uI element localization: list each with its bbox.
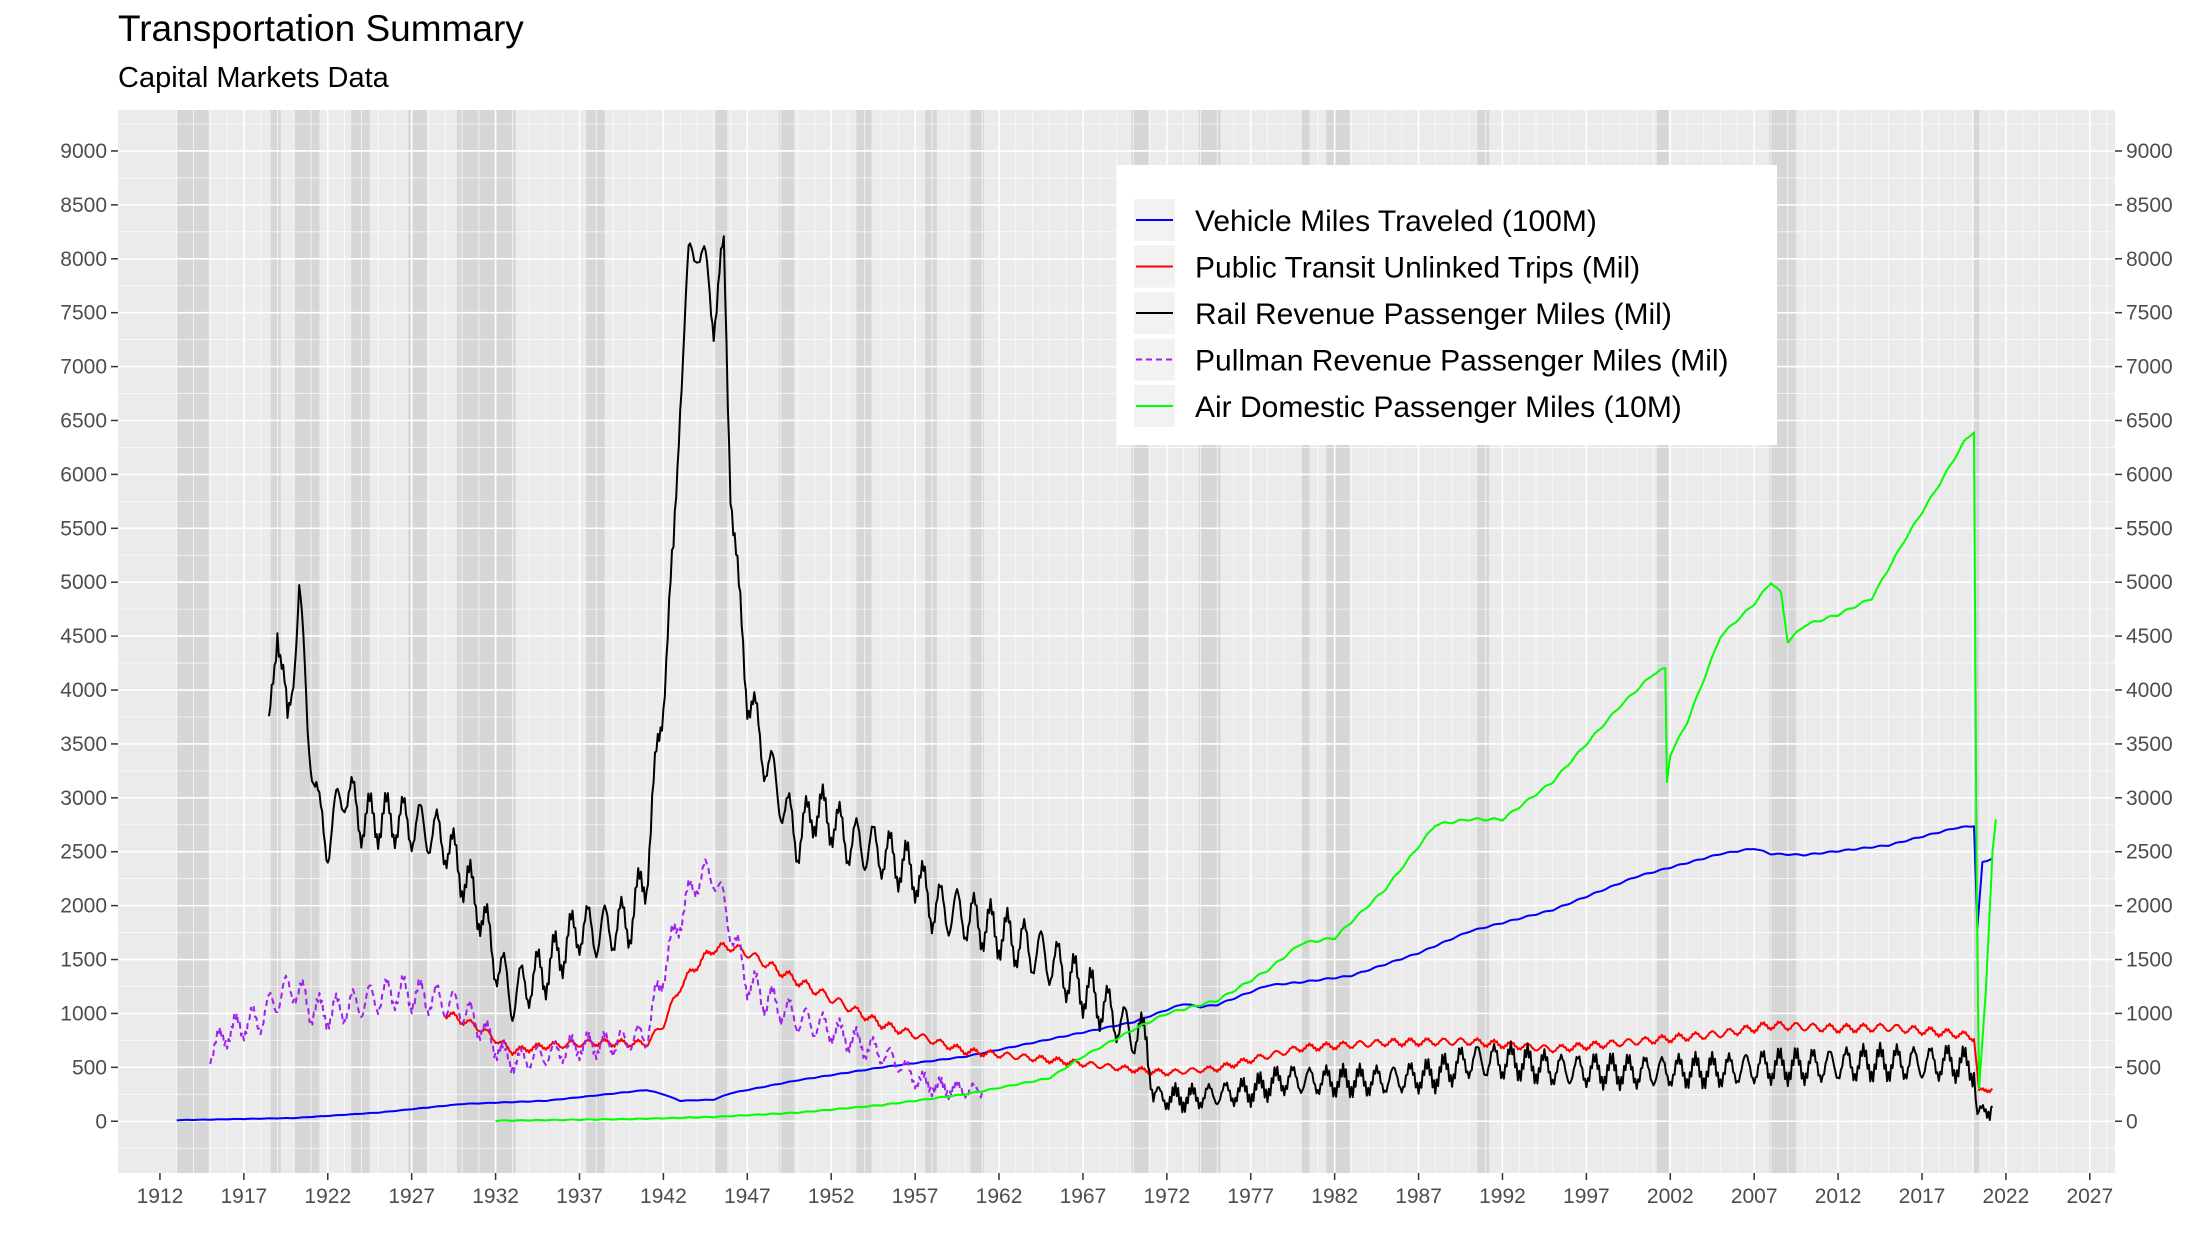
recession-band-0: [176, 110, 209, 1173]
x-tick-label-14: 1982: [1311, 1185, 1358, 1208]
y-tick-label-right-17: 8500: [2126, 194, 2173, 217]
x-tick-label-18: 2002: [1647, 1185, 1694, 1208]
recession-shading: [176, 110, 1980, 1173]
x-tick-label-11: 1967: [1060, 1185, 1107, 1208]
recession-band-19: [1974, 110, 1980, 1173]
legend-box: [1117, 165, 1777, 445]
recession-band-4: [408, 110, 427, 1173]
x-tick-label-10: 1962: [976, 1185, 1023, 1208]
y-tick-label-right-14: 7000: [2126, 356, 2173, 379]
y-tick-label-left-3: 1500: [60, 949, 107, 972]
x-tick-label-20: 2012: [1815, 1185, 1862, 1208]
y-tick-label-right-1: 500: [2126, 1056, 2161, 1079]
legend-label-2: Rail Revenue Passenger Miles (Mil): [1195, 298, 1672, 331]
legend: Vehicle Miles Traveled (100M) Public Tran…: [1117, 165, 1777, 445]
x-tick-label-2: 1922: [304, 1185, 351, 1208]
y-tick-label-right-10: 5000: [2126, 571, 2173, 594]
y-tick-label-right-0: 0: [2126, 1110, 2138, 1133]
recession-band-2: [294, 110, 320, 1173]
y-tick-label-right-18: 9000: [2126, 140, 2173, 163]
y-tick-label-left-15: 7500: [60, 302, 107, 325]
y-tick-label-left-16: 8000: [60, 248, 107, 271]
y-tick-label-right-3: 1500: [2126, 949, 2173, 972]
x-tick-label-16: 1992: [1479, 1185, 1526, 1208]
legend-label-4: Air Domestic Passenger Miles (10M): [1195, 391, 1682, 424]
x-tick-label-1: 1917: [221, 1185, 268, 1208]
recession-band-11: [970, 110, 984, 1173]
y-tick-label-right-13: 6500: [2126, 409, 2173, 432]
x-tick-label-9: 1957: [892, 1185, 939, 1208]
recession-band-10: [925, 110, 937, 1173]
recession-band-16: [1477, 110, 1490, 1173]
y-tick-label-left-11: 5500: [60, 517, 107, 540]
legend-label-3: Pullman Revenue Passenger Miles (Mil): [1195, 345, 1729, 378]
y-tick-label-left-14: 7000: [60, 356, 107, 379]
y-tick-label-left-8: 4000: [60, 679, 107, 702]
recession-band-6: [586, 110, 605, 1173]
y-tick-label-left-1: 500: [72, 1056, 107, 1079]
y-tick-label-left-12: 6000: [60, 463, 107, 486]
x-tick-label-6: 1942: [640, 1185, 687, 1208]
series-line-4: [495, 431, 1997, 1123]
y-tick-label-right-7: 3500: [2126, 733, 2173, 756]
y-tick-label-left-0: 0: [95, 1110, 107, 1133]
series-line-0: [176, 825, 1994, 1122]
recession-band-7: [715, 110, 728, 1173]
recession-band-5: [456, 110, 516, 1173]
chart-title: Transportation Summary: [118, 8, 524, 49]
axes: 0 0 500 500 1000 1000 1500 1500 2000 2000 2500 2500…: [60, 140, 2172, 1208]
y-tick-label-left-10: 5000: [60, 571, 107, 594]
chart-subtitle: Capital Markets Data: [118, 62, 389, 94]
y-tick-label-left-5: 2500: [60, 841, 107, 864]
y-tick-label-left-17: 8500: [60, 194, 107, 217]
x-tick-label-7: 1947: [724, 1185, 771, 1208]
y-tick-label-right-11: 5500: [2126, 517, 2173, 540]
recession-band-1: [270, 110, 281, 1173]
x-tick-label-8: 1952: [808, 1185, 855, 1208]
y-tick-label-left-7: 3500: [60, 733, 107, 756]
legend-label-0: Vehicle Miles Traveled (100M): [1195, 205, 1597, 238]
x-tick-label-3: 1927: [388, 1185, 435, 1208]
y-tick-label-left-13: 6500: [60, 409, 107, 432]
x-tick-label-23: 2027: [2066, 1185, 2113, 1208]
series-lines: [176, 235, 1997, 1123]
recession-band-14: [1301, 110, 1310, 1173]
y-tick-label-right-2: 1000: [2126, 1002, 2173, 1025]
legend-label-1: Public Transit Unlinked Trips (Mil): [1195, 252, 1640, 285]
y-tick-label-right-15: 7500: [2126, 302, 2173, 325]
recession-band-17: [1656, 110, 1669, 1173]
y-tick-label-left-9: 4500: [60, 625, 107, 648]
y-tick-label-right-9: 4500: [2126, 625, 2173, 648]
series-line-1: [444, 941, 1993, 1094]
y-tick-label-right-5: 2500: [2126, 841, 2173, 864]
y-tick-label-right-8: 4000: [2126, 679, 2173, 702]
recession-band-9: [856, 110, 872, 1173]
x-tick-label-0: 1912: [137, 1185, 184, 1208]
y-tick-label-right-4: 2000: [2126, 895, 2173, 918]
y-tick-label-left-18: 9000: [60, 140, 107, 163]
recession-band-8: [779, 110, 795, 1173]
x-tick-label-22: 2022: [1983, 1185, 2030, 1208]
x-tick-label-15: 1987: [1395, 1185, 1442, 1208]
y-tick-label-left-2: 1000: [60, 1002, 107, 1025]
y-tick-label-left-4: 2000: [60, 895, 107, 918]
x-tick-label-17: 1997: [1563, 1185, 1610, 1208]
x-tick-label-5: 1937: [556, 1185, 603, 1208]
series-line-3: [209, 858, 984, 1101]
x-tick-label-19: 2007: [1731, 1185, 1778, 1208]
x-tick-label-21: 2017: [1899, 1185, 1946, 1208]
y-tick-label-right-6: 3000: [2126, 787, 2173, 810]
x-tick-label-13: 1977: [1227, 1185, 1274, 1208]
x-tick-label-12: 1972: [1143, 1185, 1190, 1208]
recession-band-3: [351, 110, 370, 1173]
y-tick-label-left-6: 3000: [60, 787, 107, 810]
y-tick-label-right-12: 6000: [2126, 463, 2173, 486]
series-line-2: [268, 235, 1994, 1121]
x-tick-label-4: 1932: [472, 1185, 519, 1208]
y-tick-label-right-16: 8000: [2126, 248, 2173, 271]
